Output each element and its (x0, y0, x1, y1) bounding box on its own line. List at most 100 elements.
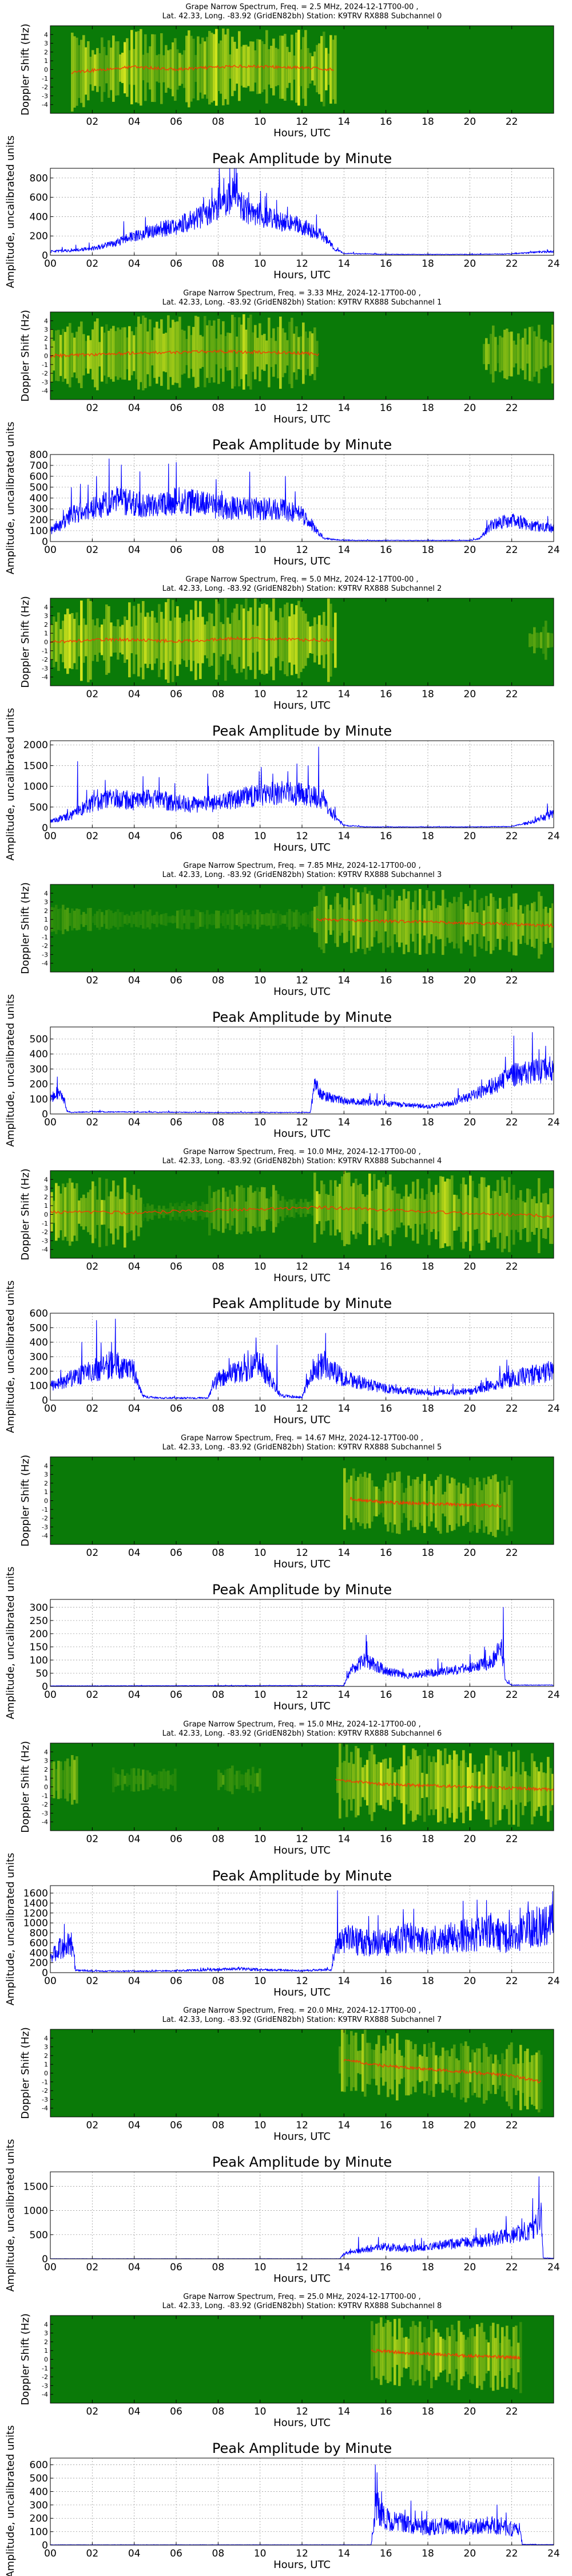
signal-column (510, 1480, 513, 1532)
signal-column (467, 1767, 470, 1807)
y-tick-label: 0 (44, 925, 48, 933)
x-tick-label: 12 (296, 116, 308, 128)
signal-column (146, 911, 149, 928)
x-tick-label: 10 (254, 1976, 267, 1987)
signal-column (114, 41, 117, 96)
signal-column (96, 1199, 99, 1225)
signal-column (458, 1199, 460, 1227)
signal-column (384, 2323, 387, 2380)
x-tick-label: 18 (422, 1976, 434, 1987)
signal-column (533, 1196, 536, 1235)
signal-column (279, 317, 282, 389)
signal-column (85, 1198, 88, 1227)
x-tick-label: 08 (212, 831, 225, 842)
signal-column (439, 1176, 442, 1249)
signal-column (506, 329, 509, 380)
y-tick-label: 1400 (23, 1898, 48, 1909)
signal-column (98, 908, 101, 930)
signal-column (350, 1752, 353, 1811)
x-tick-label: 12 (296, 1547, 308, 1559)
signal-column (503, 329, 506, 378)
signal-column (501, 337, 504, 371)
signal-column (519, 339, 522, 369)
signal-column (405, 1765, 408, 1805)
signal-column (272, 598, 275, 681)
signal-column (62, 621, 65, 662)
y-axis-label: Doppler Shift (Hz) (19, 2027, 31, 2119)
y-tick-label: 200 (30, 1958, 48, 1969)
spectrogram-title-line1: Grape Narrow Spectrum, Freq. = 20.0 MHz,… (183, 2006, 420, 2015)
signal-column (233, 1202, 236, 1218)
signal-column (277, 910, 280, 929)
signal-column (375, 1486, 378, 1516)
signal-column (339, 1184, 341, 1232)
x-tick-label: 00 (44, 2548, 57, 2559)
signal-column (318, 615, 321, 665)
signal-column (469, 1753, 472, 1821)
signal-column (87, 335, 90, 374)
x-tick-label: 14 (338, 2548, 351, 2559)
x-tick-label: 02 (86, 1403, 99, 1415)
signal-column (128, 1775, 131, 1785)
signal-column (85, 47, 88, 95)
y-tick-label: -3 (42, 2096, 48, 2103)
chart-title: Peak Amplitude by Minute (212, 2154, 392, 2170)
spectrogram-0: Grape Narrow Spectrum, Freq. = 2.5 MHz, … (19, 3, 554, 139)
signal-column (227, 914, 229, 925)
signal-column (229, 1768, 232, 1792)
signal-column (439, 906, 442, 939)
x-tick-label: 16 (380, 1117, 392, 1128)
x-tick-label: 10 (254, 831, 267, 842)
y-tick-label: 1 (44, 1488, 48, 1496)
y-tick-label: 150 (30, 1642, 48, 1653)
signal-column (146, 1770, 149, 1790)
signal-column (204, 1204, 206, 1218)
signal-column (485, 1484, 488, 1527)
signal-column (394, 908, 396, 935)
signal-column (249, 1185, 252, 1234)
signal-column (334, 1180, 337, 1236)
signal-column (400, 900, 403, 943)
x-tick-label: 00 (44, 831, 57, 842)
x-tick-label: 24 (547, 1403, 560, 1415)
signal-column (261, 335, 264, 370)
x-tick-label: 08 (212, 2262, 225, 2273)
y-axis-label: Amplitude, uncalibrated units (5, 708, 17, 861)
signal-column (313, 327, 316, 381)
signal-column (66, 907, 69, 931)
spectrogram-title-line2: Lat. 42.33, Long. -83.92 (GridEN82bh) St… (162, 871, 442, 879)
signal-column (73, 1760, 76, 1800)
y-tick-label: -1 (42, 1220, 48, 1227)
y-tick-label: 0 (42, 2540, 48, 2551)
signal-column (545, 340, 547, 368)
signal-column (343, 1171, 346, 1246)
y-tick-label: 0 (44, 2356, 48, 2364)
y-tick-label: 4 (44, 603, 48, 611)
signal-column (197, 910, 200, 929)
signal-column (192, 327, 195, 377)
y-tick-label: 400 (30, 2486, 48, 2498)
chart-title: Peak Amplitude by Minute (212, 1582, 392, 1598)
x-tick-label: 08 (212, 1834, 225, 1845)
signal-column (499, 1494, 502, 1518)
signal-column (160, 319, 163, 386)
signal-column (435, 908, 438, 937)
signal-column (545, 1192, 547, 1239)
signal-column (490, 334, 492, 374)
x-tick-label: 00 (44, 2262, 57, 2273)
signal-column (231, 909, 234, 930)
x-tick-label: 02 (86, 975, 99, 986)
y-tick-label: -2 (42, 2373, 48, 2381)
y-tick-label: 1 (44, 1775, 48, 1782)
doppler-trace (349, 1497, 502, 1508)
y-tick-label: 100 (30, 2527, 48, 2538)
x-tick-label: 04 (128, 1976, 141, 1987)
y-tick-label: 0 (42, 1681, 48, 1693)
signal-column (96, 618, 99, 662)
x-tick-label: 14 (338, 2120, 351, 2131)
signal-column (348, 1479, 351, 1519)
signal-column (329, 1180, 332, 1236)
x-tick-label: 10 (254, 2120, 267, 2131)
x-tick-label: 24 (547, 258, 560, 270)
signal-column (62, 1770, 65, 1790)
